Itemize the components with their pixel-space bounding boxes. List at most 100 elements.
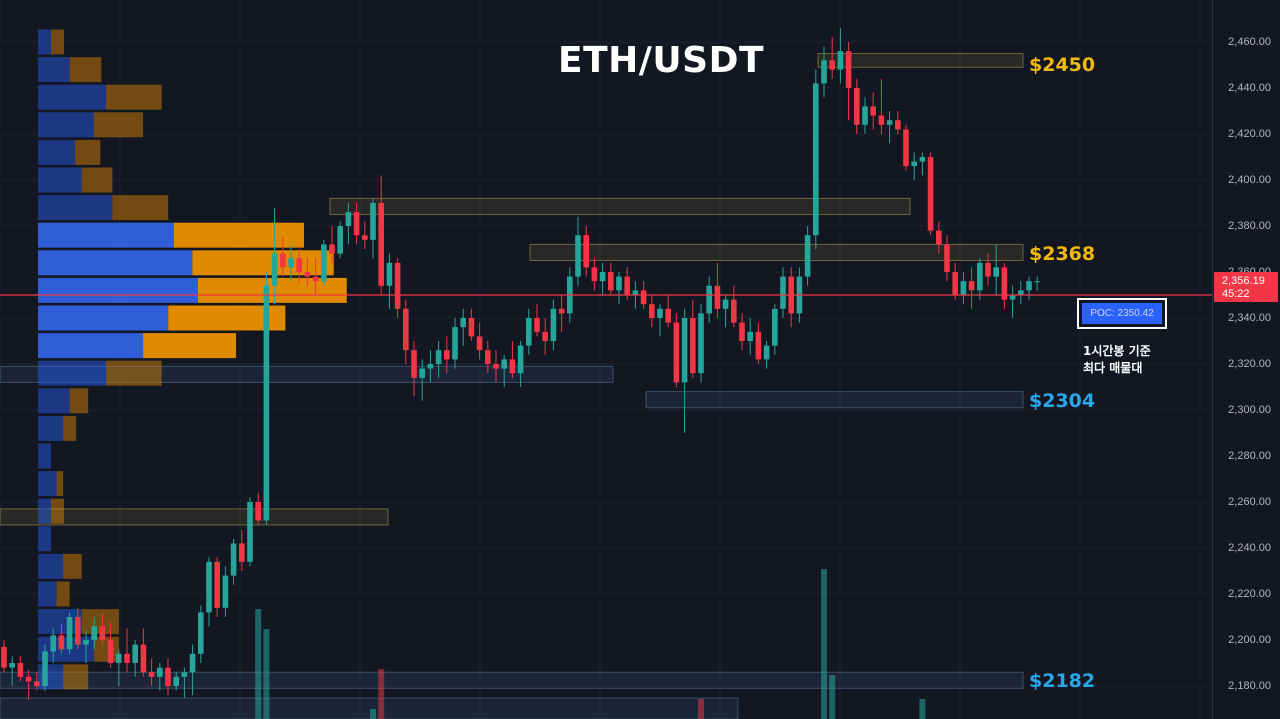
level-label: $2368: [1029, 242, 1096, 265]
profile-bar-orange: [105, 360, 162, 386]
candle-body: [722, 299, 729, 309]
annotation-line-1: 1시간봉 기준: [1083, 344, 1151, 358]
candle-body: [25, 676, 32, 682]
candle-body: [821, 60, 827, 84]
price-axis[interactable]: 2,460.00 2,440.00 2,420.00 2,400.00 2,380.00…: [1212, 0, 1280, 719]
candle-body: [952, 272, 958, 295]
volume-profile: [38, 29, 347, 690]
candle-body: [198, 612, 204, 654]
profile-bar-orange: [56, 471, 64, 497]
profile-bar-blue: [38, 609, 82, 635]
volume-bar: [255, 609, 262, 719]
candle-body: [222, 575, 229, 608]
candle-body: [362, 235, 368, 240]
candle-body: [173, 676, 179, 686]
candle-body: [403, 308, 409, 351]
support-resistance-zones: [0, 53, 1024, 719]
volume-bar: [698, 699, 704, 719]
profile-bar-orange: [143, 333, 237, 359]
profile-bar-orange: [56, 581, 70, 607]
candle-body: [386, 262, 393, 286]
y-tick-label: 2,240.00: [1228, 542, 1271, 554]
candle-body: [755, 331, 762, 360]
candle-body: [99, 626, 106, 640]
poc-annotation: 1시간봉 기준 최다 매물대: [1083, 343, 1151, 377]
candle-body: [337, 226, 343, 254]
profile-bar-blue: [38, 277, 198, 303]
profile-bar-blue: [38, 112, 94, 138]
candle-body: [919, 157, 926, 162]
zone-5: [0, 508, 389, 526]
candle-body: [542, 331, 548, 341]
profile-bar-blue: [38, 250, 193, 276]
candle-body: [690, 318, 696, 374]
candle-body: [681, 318, 688, 383]
candle-body: [526, 318, 532, 346]
profile-bar-blue: [38, 415, 64, 441]
candle-body: [444, 350, 450, 360]
profile-bar-orange: [105, 84, 162, 110]
candle-body: [608, 272, 614, 291]
candle-body: [42, 651, 48, 686]
candle-body: [296, 258, 302, 272]
candle-body: [657, 308, 663, 318]
candle-body: [148, 672, 155, 677]
y-tick-label: 2,460.00: [1228, 36, 1271, 48]
candle-body: [747, 331, 753, 341]
candle-body: [280, 253, 286, 268]
candle-body: [698, 313, 704, 374]
candle-body: [58, 635, 65, 650]
candle-body: [50, 635, 56, 652]
candle-body: [419, 368, 425, 378]
candle-body: [993, 267, 999, 277]
profile-bar-blue: [38, 222, 174, 248]
price-chart[interactable]: [0, 0, 1212, 719]
zone-0: [817, 53, 1024, 68]
y-tick-label: 2,320.00: [1228, 358, 1271, 370]
candle-body: [107, 640, 114, 663]
volume-bar: [370, 709, 376, 719]
volume-bar: [821, 569, 827, 719]
y-tick-label: 2,220.00: [1228, 588, 1271, 600]
candle-body: [263, 285, 270, 521]
annotation-line-2: 최다 매물대: [1083, 361, 1143, 375]
y-tick-label: 2,180.00: [1228, 680, 1271, 692]
candle-body: [583, 235, 589, 268]
profile-bar-blue: [38, 388, 70, 414]
current-price-tag: 2,356.19 45:22: [1214, 272, 1278, 302]
volume-bar: [378, 669, 385, 719]
candle-body: [1, 646, 7, 668]
candle-body: [558, 308, 565, 314]
candle-body: [1034, 281, 1040, 283]
candle-body: [34, 681, 40, 686]
profile-bar-orange: [75, 139, 101, 165]
candle-body: [968, 281, 975, 291]
volume-bar: [263, 629, 270, 719]
candle-body: [616, 276, 622, 291]
candle-body: [534, 318, 540, 332]
candle-body: [862, 106, 868, 125]
candle-body: [772, 308, 778, 346]
candle-body: [591, 267, 598, 282]
candle-body: [206, 561, 212, 613]
candle-body: [944, 244, 950, 272]
candle-body: [1018, 290, 1024, 295]
candle-body: [845, 51, 852, 88]
candle-body: [271, 253, 278, 286]
zone-1: [329, 197, 911, 215]
candle-body: [550, 308, 557, 341]
candle-body: [255, 502, 261, 521]
profile-bar-blue: [38, 581, 57, 607]
poc-highlight-box: POC: 2350.42: [1077, 298, 1167, 329]
candle-body: [780, 276, 786, 309]
level-label: $2182: [1029, 670, 1096, 693]
candle-body: [903, 129, 909, 167]
zone-2: [529, 243, 1024, 261]
candle-body: [189, 653, 196, 673]
profile-bar-blue: [38, 526, 52, 552]
candle-body: [91, 626, 97, 640]
profile-bar-orange: [69, 57, 102, 83]
candle-body: [427, 364, 434, 369]
profile-bar-orange: [63, 553, 82, 579]
candle-body: [329, 244, 335, 254]
